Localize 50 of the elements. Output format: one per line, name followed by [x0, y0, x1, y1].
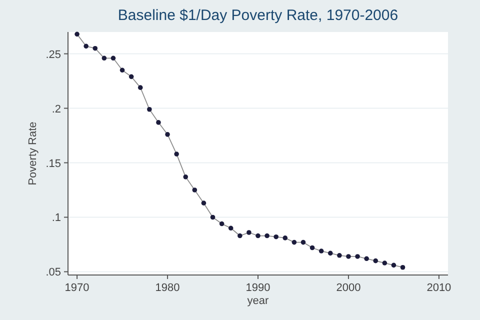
point [355, 254, 360, 259]
point [110, 56, 116, 61]
point [128, 74, 134, 80]
x-tick-label: 2000 [336, 282, 361, 294]
point [147, 106, 152, 112]
x-tick-label: 1990 [246, 282, 270, 294]
y-tick-label: .1 [52, 212, 61, 224]
point [192, 188, 198, 192]
point [318, 248, 324, 254]
y-axis-title: Poverty Rate [27, 122, 39, 186]
point [328, 250, 333, 256]
point [282, 236, 288, 240]
point [391, 262, 396, 268]
point [292, 240, 297, 245]
x-tick-label: 1980 [155, 282, 180, 294]
point [264, 233, 270, 238]
point [120, 68, 125, 73]
point [382, 260, 388, 266]
point [274, 234, 278, 240]
point [228, 226, 234, 231]
point [310, 245, 315, 250]
point [256, 233, 260, 238]
y-tick-label: .15 [46, 158, 61, 170]
y-tick-label: .05 [46, 266, 61, 279]
point [183, 174, 188, 180]
point [174, 152, 179, 156]
x-tick-label: 1970 [64, 282, 90, 294]
point [201, 200, 206, 206]
point [300, 240, 306, 245]
point [400, 264, 406, 270]
point [92, 46, 98, 51]
point [364, 256, 369, 262]
point [346, 254, 351, 259]
point [373, 258, 378, 264]
y-tick-label: .2 [52, 103, 61, 116]
point [102, 56, 107, 61]
point [246, 230, 252, 235]
point [219, 221, 224, 226]
point [165, 132, 170, 137]
y-tick-label: .25 [46, 48, 61, 61]
chart-title: Baseline $1/Day Poverty Rate, 1970-2006 [118, 7, 398, 24]
point [84, 44, 88, 49]
point [337, 252, 342, 258]
x-axis-title: year [247, 295, 270, 307]
point [74, 32, 80, 37]
point [210, 214, 216, 220]
x-tick-label: 2010 [426, 282, 452, 294]
point [156, 120, 161, 125]
point [238, 233, 242, 238]
point [138, 85, 143, 90]
